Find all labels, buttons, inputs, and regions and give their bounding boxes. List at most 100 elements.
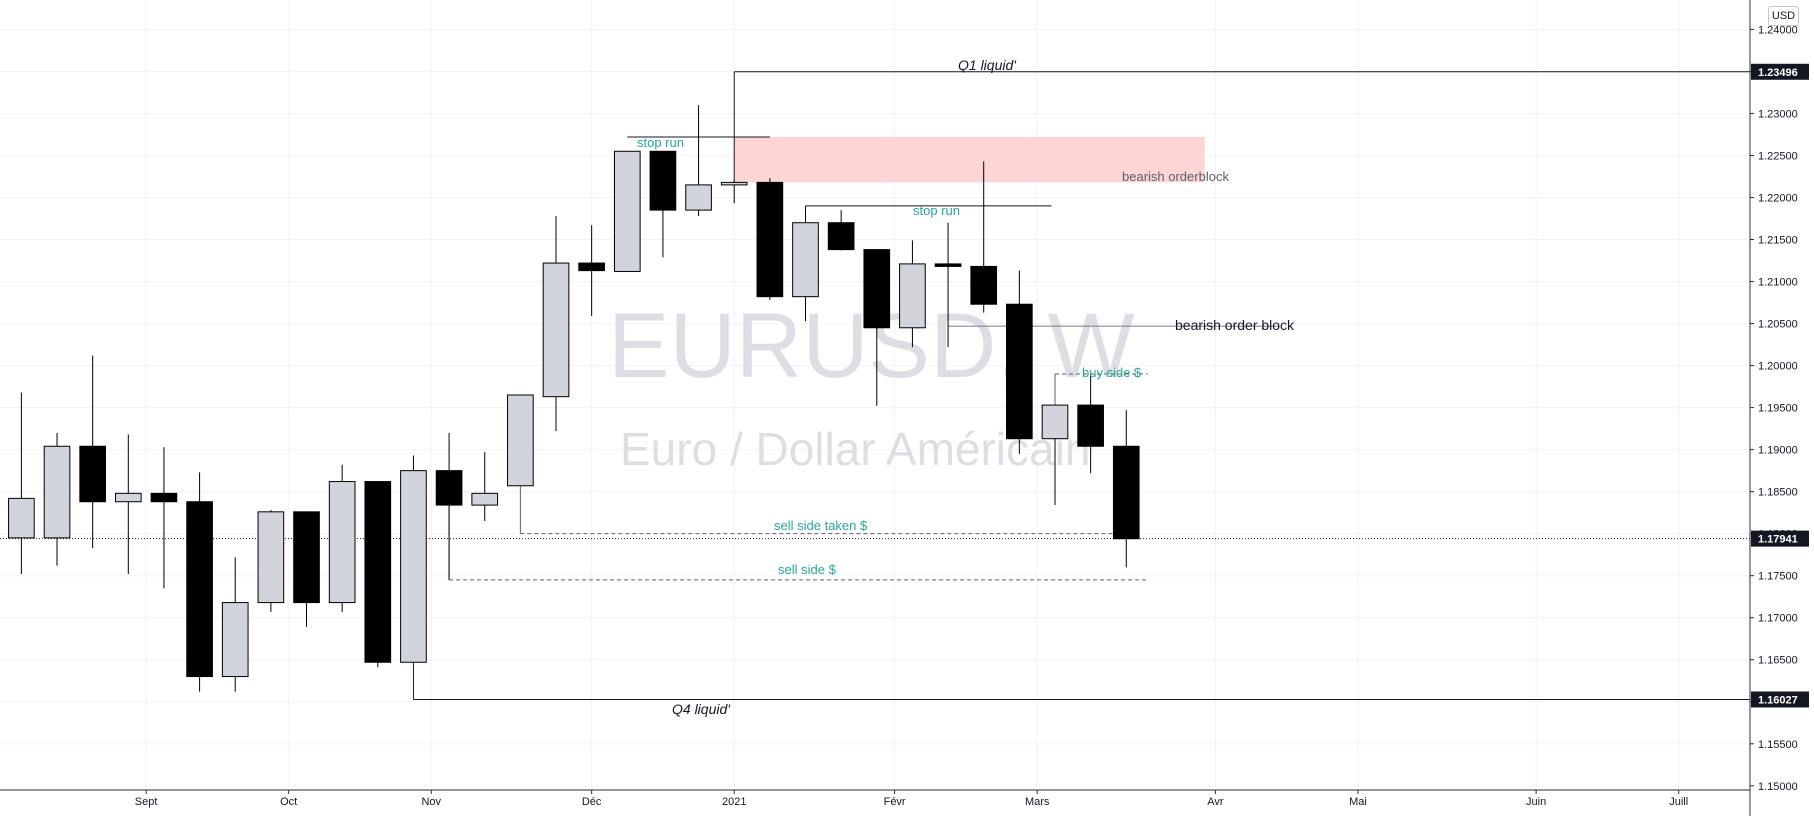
candle [1041,404,1069,506]
chart-grid [0,0,1750,790]
x-tick-label: Mars [1025,796,1050,808]
price-tag [1751,530,1809,547]
stop-run-label-1[interactable]: stop run [637,135,684,150]
candle-body [186,501,213,678]
candle-body [221,602,249,678]
x-tick-label: Déc [582,796,602,808]
candle-body [364,481,392,663]
y-tick-label: 1.18500 [1758,487,1798,499]
x-tick-label: Sept [135,796,158,808]
zones-layer [734,136,1205,183]
candle-body [43,445,71,539]
candle-body [471,492,499,506]
candle [364,481,392,668]
candle [578,225,605,316]
candle [970,161,998,313]
candle-body [150,492,178,503]
candle [471,452,499,522]
y-tick-label: 1.22000 [1758,193,1798,205]
candle [221,557,249,692]
price-tag-label: 1.23496 [1758,67,1798,79]
bearish-order-block-label[interactable]: bearish order block [1175,317,1295,333]
y-tick-label: 1.20500 [1758,319,1798,331]
sell-side-label[interactable]: sell side $ [778,562,837,577]
candle-body [507,394,534,487]
y-tick-label: 1.17500 [1758,571,1798,583]
candle [1077,373,1104,474]
candle-body [79,445,106,503]
candle [613,150,641,272]
candle-body [863,249,891,329]
candle [1112,410,1140,568]
x-tick-label: Févr [884,796,906,808]
candle [43,432,71,566]
candle [1006,270,1033,454]
candle-body [1112,445,1140,540]
price-tag [1751,691,1809,708]
candle-body [1041,404,1069,440]
candle [400,455,427,663]
candle [649,150,677,258]
price-tag-label: 1.16027 [1758,694,1798,706]
candle [827,210,855,251]
candle-body [756,181,784,298]
y-tick-label: 1.15500 [1758,739,1798,751]
price-tag-label: 1.17941 [1758,534,1798,546]
x-tick-label: Nov [421,796,441,808]
q4-liquidity-label[interactable]: Q4 liquid' [672,701,731,717]
price-level-tags: 1.23496 1.17941 1.16027 [1751,63,1809,708]
candle [863,249,891,406]
candle-body [827,222,855,251]
y-tick-label: 1.21000 [1758,277,1798,289]
candle-body [934,263,962,267]
candle [435,432,463,580]
candle [114,434,142,575]
candle [507,394,534,487]
candles-layer [8,105,1140,692]
candle-body [328,481,356,604]
candle-body [542,262,570,398]
annotations-layer: Q1 liquid' Q4 liquid' stop run stop run … [637,57,1295,717]
candle [293,511,320,627]
candle [934,222,962,348]
price-tag [1751,63,1809,80]
y-tick-label: 1.19500 [1758,403,1798,415]
candle-body [578,262,605,272]
buy-side-label[interactable]: buy side $ [1082,365,1142,380]
y-tick-label: 1.15000 [1758,781,1798,793]
candle [720,180,748,204]
candle-body [649,150,677,211]
x-tick-label: Avr [1207,796,1224,808]
candle [685,105,712,216]
sell-side-taken-label[interactable]: sell side taken $ [774,518,868,533]
candle-body [435,470,463,506]
x-tick-label: Juin [1526,796,1546,808]
candle-body [899,263,926,329]
candle-body [293,511,320,604]
x-tick-label: 2021 [722,796,746,808]
stop-run-label-2[interactable]: stop run [913,203,960,218]
bearish-orderblock-zone [734,136,1205,183]
candle-body [970,265,998,305]
candle [792,205,819,322]
candle [186,472,213,692]
candle-body [1006,303,1033,440]
x-tick-label: Oct [280,796,297,808]
y-tick-label: 1.16500 [1758,655,1798,667]
candle [756,178,784,301]
candle [542,215,570,432]
candle [79,355,106,548]
bearish-orderblock-label[interactable]: bearish orderblock [1122,169,1229,184]
currency-badge[interactable]: USD [1768,6,1799,26]
y-tick-label: 1.23000 [1758,108,1798,120]
candle-body [400,470,427,663]
x-tick-label: Juill [1669,796,1688,808]
candle-body [1077,404,1104,447]
y-tick-label: 1.20000 [1758,361,1798,373]
q1-liquidity-label[interactable]: Q1 liquid' [958,57,1017,73]
candle-body [792,222,819,298]
y-tick-label: 1.19000 [1758,445,1798,457]
candle-body [613,150,641,272]
